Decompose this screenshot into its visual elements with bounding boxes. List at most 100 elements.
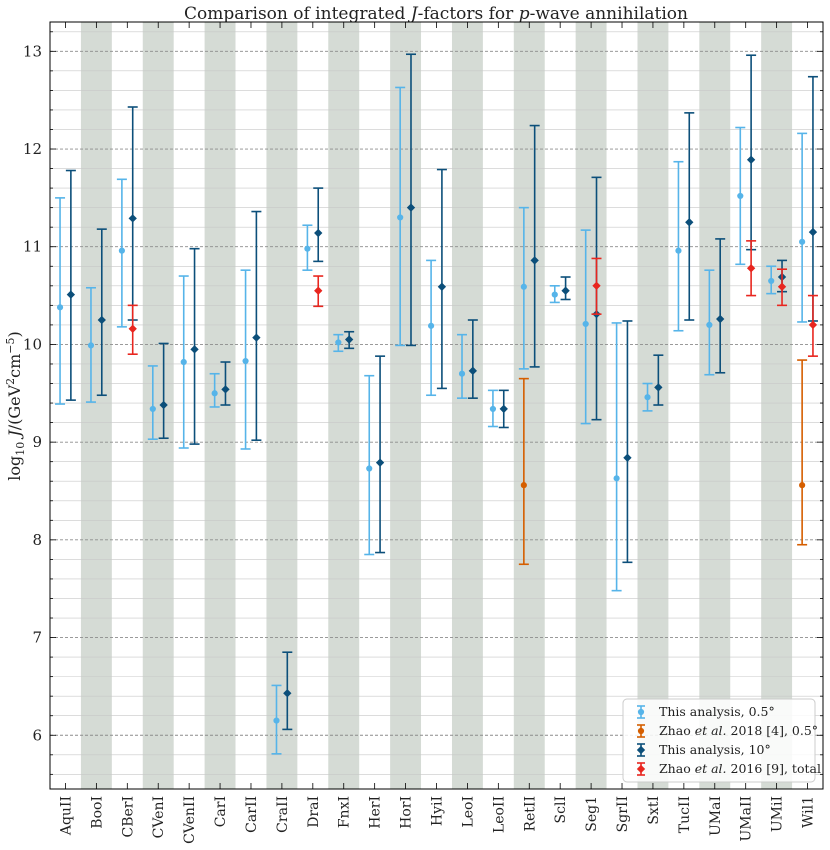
legend-marker	[637, 708, 645, 716]
legend-label-3: Zhao et al. 2016 [9], total	[659, 761, 821, 776]
band-LeoI	[451, 22, 483, 789]
point-Wil1	[808, 320, 818, 330]
point-DraI	[304, 245, 311, 252]
ylabel-cm: cm	[5, 354, 24, 378]
point-SclI	[561, 286, 570, 295]
point-CraII	[283, 689, 292, 698]
band-RetII	[513, 22, 545, 789]
xtick-label-CarI: CarI	[213, 796, 229, 827]
point-Seg1	[582, 320, 589, 328]
xtick-label-LeoI: LeoI	[460, 796, 476, 828]
point-Wil1	[808, 227, 818, 237]
xtick-label-Seg1: Seg1	[584, 796, 600, 832]
point-HorI	[397, 214, 404, 221]
point-AquII	[56, 304, 64, 311]
xtick-label-HorI: HorI	[399, 796, 415, 829]
point-SgrII	[613, 475, 620, 482]
ylabel-sup-2: 2	[4, 378, 17, 385]
band-UMaI	[699, 22, 731, 789]
point-CVenII	[190, 345, 199, 354]
xtick-label-UMaII: UMaII	[739, 796, 755, 842]
ytick-label: 9	[32, 433, 42, 451]
xtick-label-LeoII: LeoII	[491, 796, 507, 833]
title-p-symbol: p	[519, 4, 530, 24]
point-CraII	[273, 717, 280, 724]
xtick-label-SclI: SclI	[553, 796, 569, 823]
point-CBerI	[128, 324, 137, 333]
legend-label-0: This analysis, 0.5°	[659, 704, 775, 719]
point-SxtI	[654, 383, 663, 392]
xtick-label-UMaI: UMaI	[708, 796, 724, 836]
point-CVenI	[159, 400, 168, 410]
series-layer	[55, 53, 818, 755]
legend-label-2: This analysis, 10°	[659, 742, 771, 757]
legend-label-italic: et al.	[695, 723, 727, 738]
xtick-label-TucII: TucII	[677, 796, 693, 833]
grid-lines	[50, 31, 823, 775]
point-LeoI	[468, 366, 477, 375]
point-RetII	[530, 256, 539, 265]
legend-marker	[637, 727, 645, 735]
point-HerI	[366, 465, 373, 472]
point-RetII	[520, 482, 527, 489]
band-SxtI	[637, 22, 669, 789]
chart-title: Comparison of integrated J-factors for p…	[184, 4, 688, 24]
xtick-label-CraII: CraII	[275, 796, 291, 833]
series-3	[127, 240, 818, 357]
series-2	[65, 53, 818, 731]
y-axis-label: log10 J/(GeV2cm−5)	[4, 331, 27, 481]
ytick-label: 10	[23, 335, 42, 353]
xtick-label-Wil1: Wil1	[801, 796, 817, 828]
point-FnxI	[335, 339, 342, 346]
band-BooI	[80, 22, 112, 789]
point-Wil1	[799, 238, 806, 245]
ytick-label: 6	[32, 726, 42, 744]
point-BooI	[97, 315, 106, 325]
point-RetII	[520, 283, 527, 290]
legend-label-suffix: 2018 [4], 0.5°	[727, 723, 819, 738]
point-HyiI	[427, 322, 435, 329]
point-CBerI	[118, 247, 125, 254]
point-DraI	[314, 228, 323, 238]
point-HyiI	[437, 282, 447, 291]
point-UMaII	[737, 192, 744, 200]
band-shading	[80, 22, 793, 789]
band-HorI	[390, 22, 422, 789]
point-SgrII	[623, 453, 632, 462]
point-TucII	[675, 247, 682, 254]
point-UMaII	[746, 155, 756, 164]
xtick-label-SxtI: SxtI	[646, 796, 662, 825]
legend: This analysis, 0.5° Zhao et al. 2018 [4],…	[622, 698, 821, 783]
band-UMiI	[761, 22, 793, 789]
xtick-label-SgrII: SgrII	[615, 796, 631, 832]
legend-marker	[636, 745, 646, 755]
point-DraI	[314, 286, 323, 295]
point-HorI	[406, 203, 416, 212]
point-UMiI	[777, 282, 787, 291]
xtick-label-CVenII: CVenII	[182, 796, 198, 844]
point-HerI	[375, 458, 385, 467]
xtick-label-AquII: AquII	[58, 796, 74, 836]
xtick-label-CVenI: CVenI	[151, 796, 167, 838]
ytick-label: 12	[23, 140, 42, 158]
band-Seg1	[575, 22, 607, 789]
point-SclI	[551, 291, 558, 298]
xtick-label-HerI: HerI	[368, 796, 384, 829]
legend-marker	[636, 764, 646, 774]
point-Seg1	[592, 281, 601, 290]
legend-label-italic: et al.	[695, 761, 727, 776]
series-0	[55, 86, 808, 755]
title-j-symbol: J	[408, 4, 419, 24]
legend-label-prefix: Zhao	[659, 723, 695, 738]
point-BooI	[87, 342, 95, 349]
ytick-label: 7	[32, 629, 42, 647]
point-SxtI	[644, 394, 651, 401]
band-FnxI	[328, 22, 360, 789]
point-Wil1	[799, 482, 806, 489]
point-CBerI	[128, 214, 137, 223]
ylabel-close: )	[5, 331, 24, 337]
point-LeoII	[489, 405, 497, 413]
point-CarII	[242, 357, 249, 365]
point-CVenII	[180, 358, 187, 366]
ytick-label: 13	[23, 42, 42, 60]
